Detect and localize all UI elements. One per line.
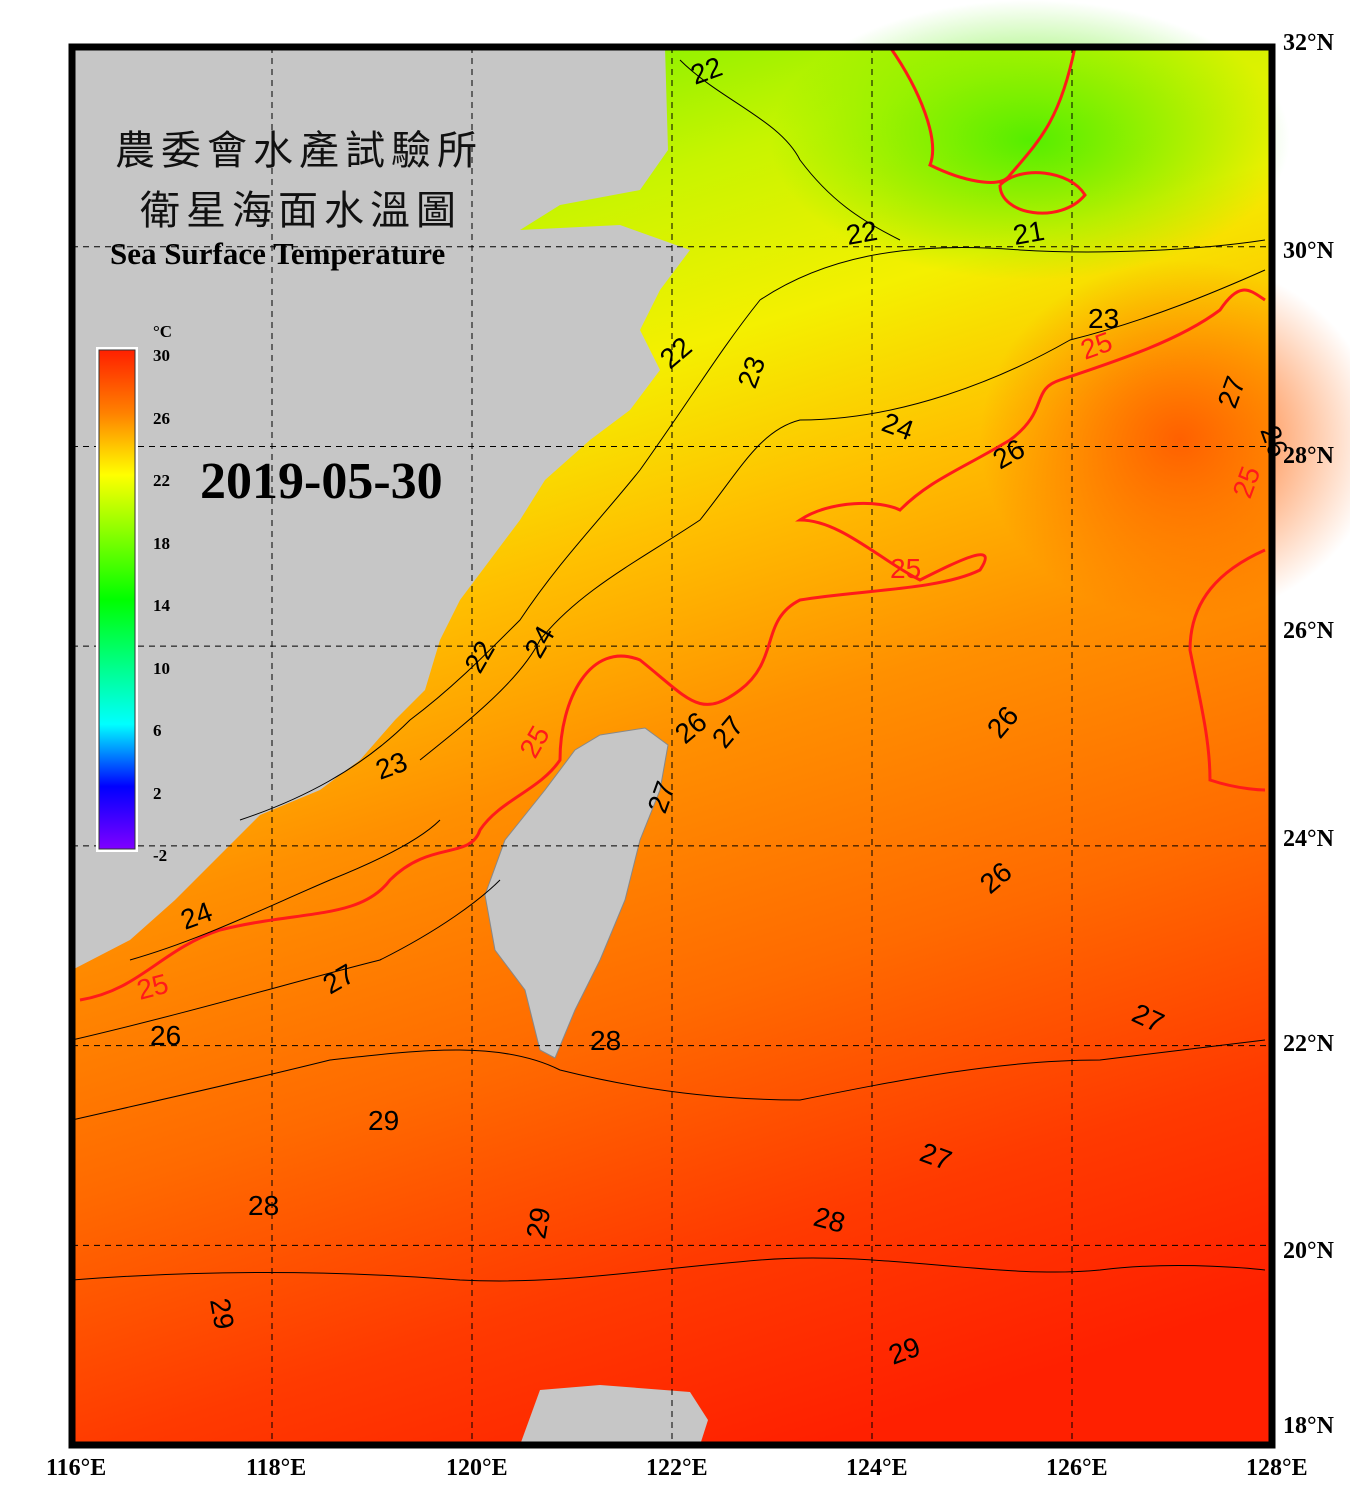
colorbar-tick-label: -2 xyxy=(153,846,168,865)
latitude-label: 30°N xyxy=(1283,238,1334,264)
title-zh-line1: 農委會水產試驗所 xyxy=(115,128,483,174)
contour-label: 26 xyxy=(150,1020,181,1051)
contour-label: 29 xyxy=(368,1105,399,1136)
land-china xyxy=(72,47,690,970)
contour-label: 22 xyxy=(844,215,880,251)
longitude-label: 124°E xyxy=(846,1455,908,1481)
land-taiwan xyxy=(484,727,669,1059)
land-luzon xyxy=(520,1385,708,1445)
contour-label: 21 xyxy=(1011,215,1047,251)
date-label: 2019-05-30 xyxy=(200,453,443,510)
title-en: Sea Surface Temperature xyxy=(110,236,446,271)
isotherms xyxy=(71,59,1266,1282)
latitude-label: 20°N xyxy=(1283,1238,1334,1264)
colorbar-tick-label: 2 xyxy=(153,783,162,803)
contour-label: 29 xyxy=(520,1205,556,1241)
longitude-label: 122°E xyxy=(646,1455,708,1481)
colorbar xyxy=(98,349,136,850)
latitude-label: 22°N xyxy=(1283,1031,1334,1057)
graticule xyxy=(72,47,1272,1445)
colorbar-tick-label: 22 xyxy=(153,471,170,490)
latitude-label: 28°N xyxy=(1283,443,1334,469)
latitude-label: 24°N xyxy=(1283,826,1334,852)
contour-label: 23 xyxy=(1088,303,1119,334)
map-frame xyxy=(68,43,1276,1449)
longitude-label: 116°E xyxy=(46,1455,107,1481)
contour-label: 28 xyxy=(248,1190,279,1221)
latitude-label: 32°N xyxy=(1283,30,1334,56)
isotherm-25 xyxy=(79,46,1266,1002)
colorbar-tick-label: 14 xyxy=(153,596,170,615)
longitude-label: 118°E xyxy=(246,1455,307,1481)
contour-label: 28 xyxy=(590,1025,621,1056)
contour-label: 29 xyxy=(204,1296,240,1332)
latitude-label: 18°N xyxy=(1283,1413,1334,1439)
contour-label: 25 xyxy=(890,553,921,584)
longitude-label: 126°E xyxy=(1046,1455,1108,1481)
cold-water-patch xyxy=(770,0,1290,280)
colorbar-tick-label: 30 xyxy=(153,346,170,365)
colorbar-tick-label: 10 xyxy=(153,658,170,678)
colorbar-tick-label: 6 xyxy=(153,721,162,740)
colorbar-unit: °C xyxy=(153,322,173,341)
warm-water-patch xyxy=(980,260,1350,620)
latitude-label: 26°N xyxy=(1283,618,1334,644)
longitude-label: 120°E xyxy=(446,1455,508,1481)
colorbar-tick-label: 26 xyxy=(153,408,170,428)
longitude-label: 128°E xyxy=(1246,1455,1308,1481)
colorbar-tick-label: 18 xyxy=(153,533,170,553)
title-zh-line2: 衛星海面水溫圖 xyxy=(140,188,462,234)
